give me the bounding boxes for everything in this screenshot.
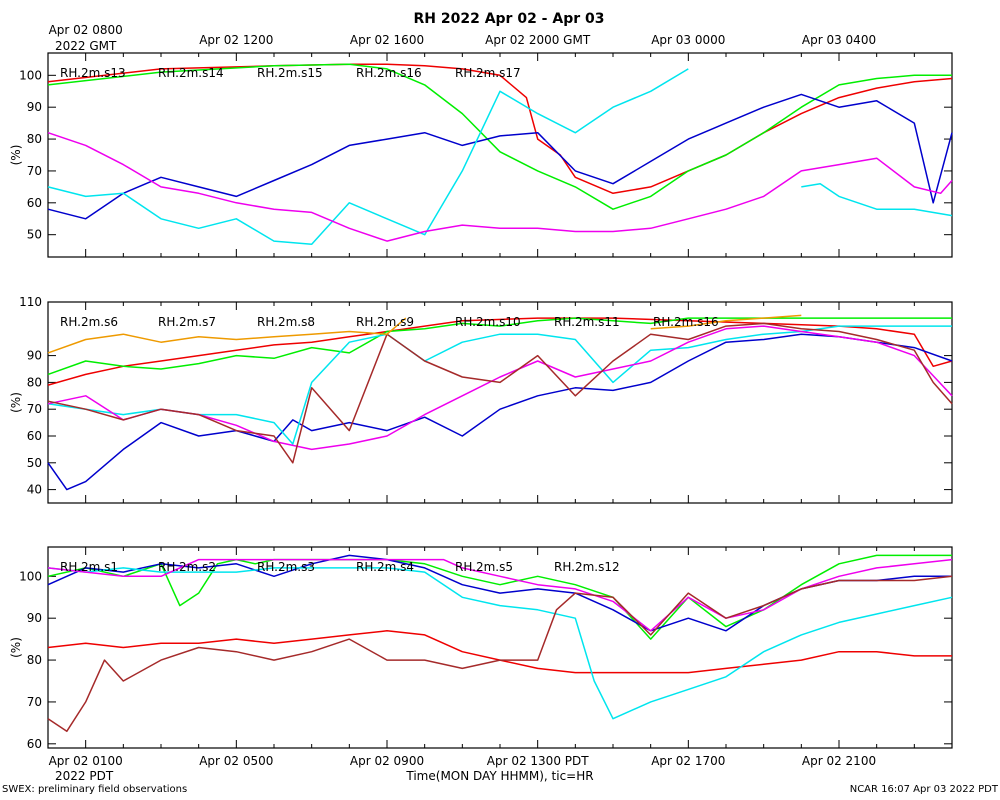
- y-tick-label: 50: [27, 228, 42, 242]
- top-axis-timezone: 2022 GMT: [55, 39, 117, 53]
- top-axis-tick-label: Apr 02 1600: [350, 33, 424, 47]
- legend-label: RH.2m.s7: [158, 315, 216, 329]
- y-tick-label: 80: [27, 375, 42, 389]
- legend-label: RH.2m.s13: [60, 66, 126, 80]
- y-tick-label: 90: [27, 100, 42, 114]
- series-line-RH.2m.s9: [47, 325, 952, 445]
- top-axis-tick-label: Apr 02 1200: [199, 33, 273, 47]
- bottom-axis-tick-label: Apr 02 0500: [199, 754, 273, 768]
- legend-label: RH.2m.s6: [60, 315, 118, 329]
- series-line-RH.2m.s17: [47, 131, 953, 242]
- y-tick-label: 100: [19, 68, 42, 82]
- panels: 50 60 70 80 90 100 (%) RH.2m.s13 RH.2m.s14 RH.2m.…: [9, 52, 953, 751]
- series-line-RH.2m.s16b: [801, 182, 953, 217]
- legend-label: RH.2m.s12: [554, 560, 620, 574]
- panel-frame: [47, 52, 953, 258]
- y-tick-label: 80: [27, 132, 42, 146]
- series-line-RH.2m.s8: [47, 333, 953, 491]
- legend-label: RH.2m.s15: [257, 66, 323, 80]
- bottom-axis-tick-label: Apr 02 1300 PDT: [487, 754, 589, 768]
- bottom-axis-tick-label: Apr 02 2100: [802, 754, 876, 768]
- bottom-axis-labels: Apr 02 0100 Apr 02 0500 Apr 02 0900 Apr 02 …: [49, 754, 877, 768]
- y-tick-label: 50: [27, 456, 42, 470]
- y-tick-label: 90: [27, 349, 42, 363]
- series-line-RH.2m.s5: [47, 558, 953, 632]
- series-line-RH.2m.s6: [47, 317, 953, 386]
- series-line-RH.2m.s7: [47, 317, 952, 376]
- y-tick-label: 110: [19, 295, 42, 309]
- legend-label: RH.2m.s8: [257, 315, 315, 329]
- series-line-RH.2m.s12: [47, 575, 953, 733]
- y-tick-label: 90: [27, 611, 42, 625]
- top-axis-tick-label: Apr 03 0000: [651, 33, 725, 47]
- legend-label: RH.2m.s9: [356, 315, 414, 329]
- y-tick-label: 60: [27, 737, 42, 751]
- legend-label: RH.2m.s11: [554, 315, 620, 329]
- panel-1: 50 60 70 80 90 100 (%) RH.2m.s13 RH.2m.s14 RH.2m.…: [9, 52, 953, 258]
- legend-label: RH.2m.s14: [158, 66, 224, 80]
- legend-label: RH.2m.s17: [455, 66, 521, 80]
- legend-label: RH.2m.s1: [60, 560, 118, 574]
- y-tick-label: 70: [27, 402, 42, 416]
- y-axis-label: (%): [9, 637, 23, 658]
- bottom-axis-tick-label: Apr 02 1700: [651, 754, 725, 768]
- bottom-axis-tick-label: Apr 02 0100: [49, 754, 123, 768]
- series-line-RH.2m.s15: [47, 93, 953, 220]
- y-tick-label: 60: [27, 429, 42, 443]
- legend-label: RH.2m.s3: [257, 560, 315, 574]
- legend-label: RH.2m.s16: [653, 315, 719, 329]
- top-axis-tick-label: Apr 02 2000 GMT: [485, 33, 591, 47]
- top-axis-tick-label: Apr 03 0400: [802, 33, 876, 47]
- y-tick-label: 70: [27, 695, 42, 709]
- bottom-axis-timezone: 2022 PDT: [55, 769, 114, 783]
- bottom-axis-tick-label: Apr 02 0900: [350, 754, 424, 768]
- series-line-RH.2m.s14: [47, 63, 952, 210]
- legend-label: RH.2m.s4: [356, 560, 414, 574]
- footer-right: NCAR 16:07 Apr 03 2022 PDT: [850, 784, 999, 795]
- panel-2: 40 50 60 70 80 90 110 (%) RH.2m.s6 RH.2m.s7 RH.2m.…: [9, 295, 953, 504]
- footer-left: SWEX: preliminary field observations: [2, 784, 187, 795]
- panel-frame: [47, 301, 953, 504]
- y-tick-label: 80: [27, 653, 42, 667]
- chart-title: RH 2022 Apr 02 - Apr 03: [413, 11, 604, 27]
- series-line-RH.2m.s1: [47, 630, 952, 674]
- legend-label: RH.2m.s16: [356, 66, 422, 80]
- top-axis-tick-label: Apr 02 0800: [49, 23, 123, 37]
- panel-3: 60 70 80 90 100 (%) RH.2m.s1 RH.2m.s2 RH.2m.s3 RH…: [9, 546, 953, 751]
- y-axis-label: (%): [9, 145, 23, 166]
- y-tick-label: 70: [27, 164, 42, 178]
- y-tick-label: 60: [27, 196, 42, 210]
- series-line-RH.2m.s11: [47, 322, 953, 464]
- y-tick-label: 40: [27, 483, 42, 497]
- series-line-RH.2m.s16b: [650, 314, 802, 330]
- legend-label: RH.2m.s5: [455, 560, 513, 574]
- series-line-RH.2m.s13: [47, 63, 953, 195]
- x-axis-label: Time(MON DAY HHMM), tic=HR: [405, 769, 593, 783]
- series-line-RH.2m.s4: [47, 567, 953, 720]
- series-line-RH.2m.s16: [47, 317, 407, 354]
- series-line-RH.2m.s16: [47, 68, 689, 246]
- legend-label: RH.2m.s2: [158, 560, 216, 574]
- top-axis-labels: Apr 02 0800 Apr 02 1200 Apr 02 1600 Apr 02 …: [49, 23, 877, 47]
- y-axis-label: (%): [9, 392, 23, 413]
- y-tick-label: 100: [19, 569, 42, 583]
- legend-label: RH.2m.s10: [455, 315, 521, 329]
